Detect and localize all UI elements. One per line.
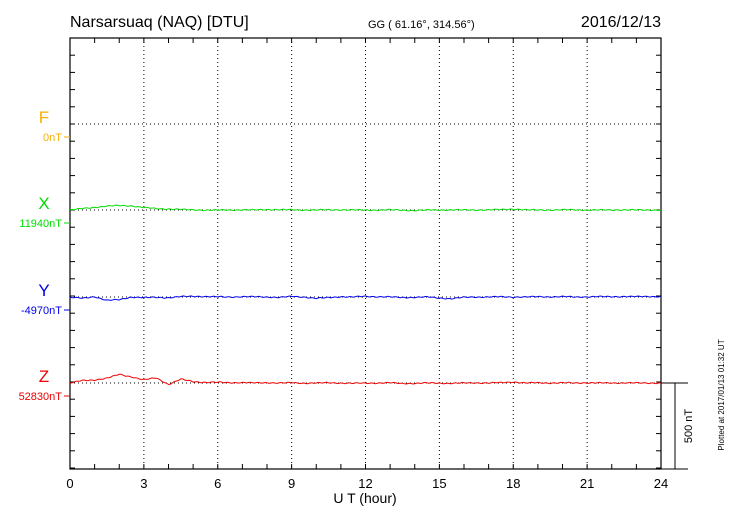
x-tick-label: 21 [580, 476, 594, 491]
x-tick-label: 15 [432, 476, 446, 491]
series-name-x: X [38, 194, 49, 213]
series-baseline-x: 11940nT [19, 218, 62, 230]
x-tick-label: 6 [214, 476, 221, 491]
x-tick-label: 3 [140, 476, 147, 491]
x-tick-label: 24 [654, 476, 668, 491]
series-labels: F 0nT X 11940nT Y -4970nT Z 52830nT [19, 108, 70, 403]
series-baseline-f: 0nT [43, 132, 62, 144]
series-lines [69, 204, 662, 386]
x-tick-label: 12 [358, 476, 372, 491]
chart-title: Narsarsuaq (NAQ) [DTU] [70, 14, 249, 31]
series-baseline-y: -4970nT [21, 305, 62, 317]
plot-frame [69, 37, 662, 470]
series-line-x [69, 204, 662, 212]
series-line-y [69, 295, 662, 301]
x-axis-label: U T (hour) [333, 490, 396, 506]
x-tick-labels: 0 3 6 9 12 15 18 21 24 [66, 476, 668, 491]
grid [70, 38, 661, 469]
plotted-note: Plotted at 2017/01/13 01:32 UT [717, 339, 726, 450]
x-tick-label: 18 [506, 476, 520, 491]
series-baseline-z: 52830nT [19, 391, 63, 403]
coordinates-label: GG ( 61.16°, 314.56°) [368, 19, 475, 31]
date-label: 2016/12/13 [581, 14, 661, 31]
x-tick-label: 9 [288, 476, 295, 491]
scale-bar: 500 nT [661, 382, 695, 470]
series-name-y: Y [38, 281, 49, 300]
scale-bar-label: 500 nT [683, 409, 695, 444]
series-line-z [70, 373, 662, 386]
series-name-f: F [39, 108, 49, 127]
x-tick-label: 0 [66, 476, 73, 491]
series-name-z: Z [39, 367, 49, 386]
